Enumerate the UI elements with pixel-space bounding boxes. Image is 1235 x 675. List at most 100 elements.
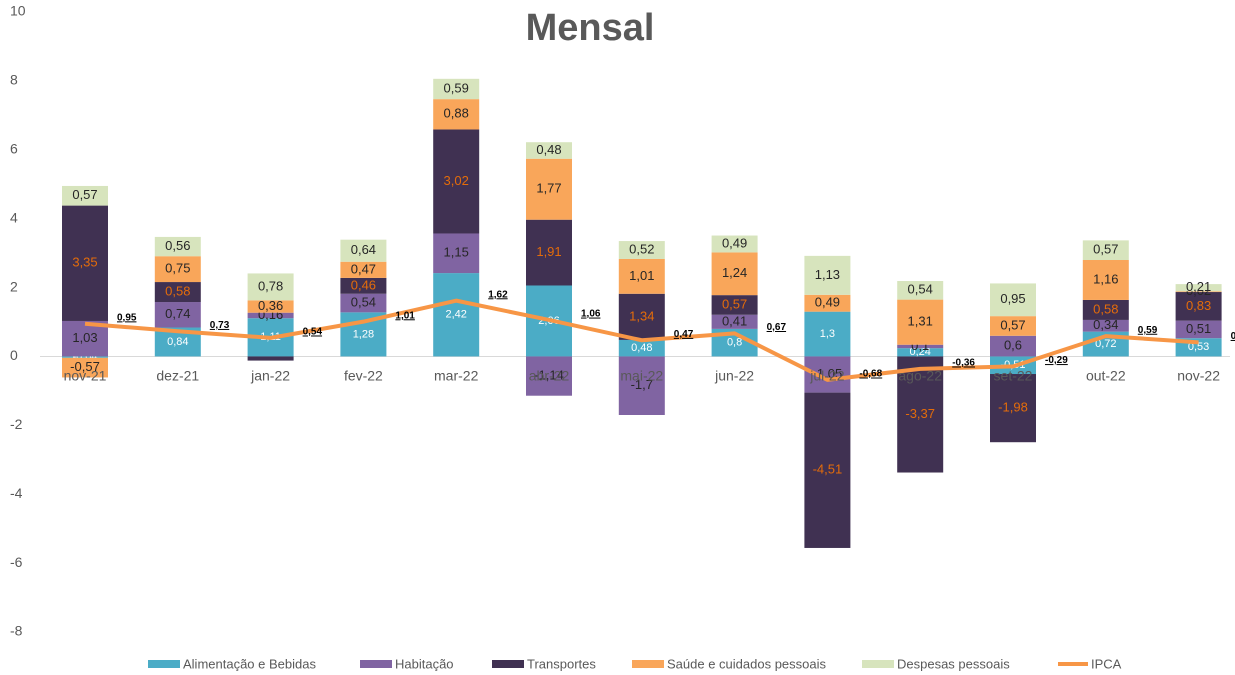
ipca-label: -0,29 [1045,355,1068,366]
bar-segment [711,252,758,296]
ipca-label: 1,01 [395,310,415,321]
legend-swatch [360,660,392,668]
ipca-label: -0,36 [952,357,975,368]
data-label: 1,01 [629,268,654,283]
ipca-label: 0,54 [303,326,323,337]
data-label: 0,54 [908,282,933,297]
data-label: 1,77 [536,181,561,196]
y-tick-label: 8 [10,72,18,88]
data-label: 0,56 [165,238,190,253]
bar-segment [154,236,201,257]
bar-segment [247,312,294,319]
bar-segment [62,357,108,378]
data-label: 0,48 [536,142,561,157]
x-tick-label: mar-22 [434,368,479,384]
data-label: 0,95 [1000,291,1025,306]
x-tick-label: set-22 [994,368,1033,384]
bar-segment [340,277,387,294]
bar-segment [1175,320,1222,339]
y-tick-label: -6 [10,554,23,570]
y-tick-label: 10 [10,3,26,19]
data-label: -0,57 [70,359,100,374]
bar-segment [247,273,294,301]
bar-segment [526,142,572,159]
data-label: 0,48 [631,342,652,354]
legend-label: Transportes [527,656,596,671]
data-label: 0,84 [167,336,188,348]
bar-segment [804,294,851,312]
data-label: 0,58 [165,283,190,298]
data-label: 0,53 [1188,341,1209,353]
ipca-label: 0,73 [210,320,230,331]
bar-segment [990,374,1036,443]
bar-segment [1082,240,1129,260]
legend-label: Alimentação e Bebidas [183,656,316,671]
bar-segment [1082,299,1129,320]
data-label: 1,34 [629,308,654,323]
bar-segment [526,158,572,220]
data-label: 0,41 [722,313,747,328]
data-label: 0,64 [351,242,376,257]
data-label: 0,46 [351,277,376,292]
data-label: 0,78 [258,278,283,293]
y-tick-label: 0 [10,347,18,363]
data-label: 1,15 [444,245,469,260]
data-label: 0,47 [351,261,376,276]
y-tick-label: -2 [10,416,23,432]
y-tick-label: -4 [10,485,23,501]
bar-segment [433,233,480,274]
legend-swatch [862,660,894,668]
ipca-label: 0,67 [767,322,787,333]
x-tick-label: fev-22 [344,368,383,384]
bar-segment [62,356,108,358]
data-label: -1,7 [631,377,653,392]
data-label: 0,57 [1093,242,1118,257]
legend-label: IPCA [1091,656,1122,671]
bar-segment [897,348,944,357]
bar-segment [990,283,1036,317]
legend-label: Saúde e cuidados pessoais [667,656,827,671]
chart-title: Mensal [526,7,655,49]
data-label: 0,49 [722,235,747,250]
data-label: -4,51 [813,462,843,477]
bar-segment [340,261,387,278]
bar-segment [618,339,665,357]
data-label: 0,74 [165,306,190,321]
bar-segment [1175,292,1222,321]
bar-segment [897,356,944,473]
bar-segment [618,258,665,294]
data-label: 0,36 [258,298,283,313]
data-label: 1,24 [722,265,747,280]
x-tick-label: out-22 [1086,368,1126,384]
bar-segment [990,335,1036,357]
bar-segment [990,316,1036,336]
x-tick-label: abr-22 [529,368,570,384]
x-tick-label: jul-22 [809,368,844,384]
bar-segment [154,256,201,283]
bar-segment [247,300,294,313]
ipca-label: 0,41 [1231,331,1235,342]
x-tick-label: mai-22 [620,368,663,384]
data-label: 0,8 [727,337,742,349]
data-label: 0,34 [1093,317,1118,332]
data-label: 0,6 [1004,338,1022,353]
ipca-line [84,298,1199,382]
bar-segment [154,282,201,303]
ipca-label: 0,59 [1138,325,1158,336]
bar-segment [433,129,480,234]
data-label: 0,58 [1093,301,1118,316]
data-label: 3,02 [444,173,469,188]
data-label: -3,37 [905,406,935,421]
bar-segment [897,344,944,349]
data-label: 0,72 [1095,338,1116,350]
data-label: 3,35 [72,255,97,270]
data-label: 0,51 [1186,321,1211,336]
bar-segment [1082,319,1129,332]
bar-segment [433,78,480,100]
x-tick-label: nov-22 [1177,368,1220,384]
bar-segment [897,299,944,345]
legend-swatch [148,660,180,668]
data-label: 0,57 [722,296,747,311]
data-label: 0,52 [629,241,654,256]
